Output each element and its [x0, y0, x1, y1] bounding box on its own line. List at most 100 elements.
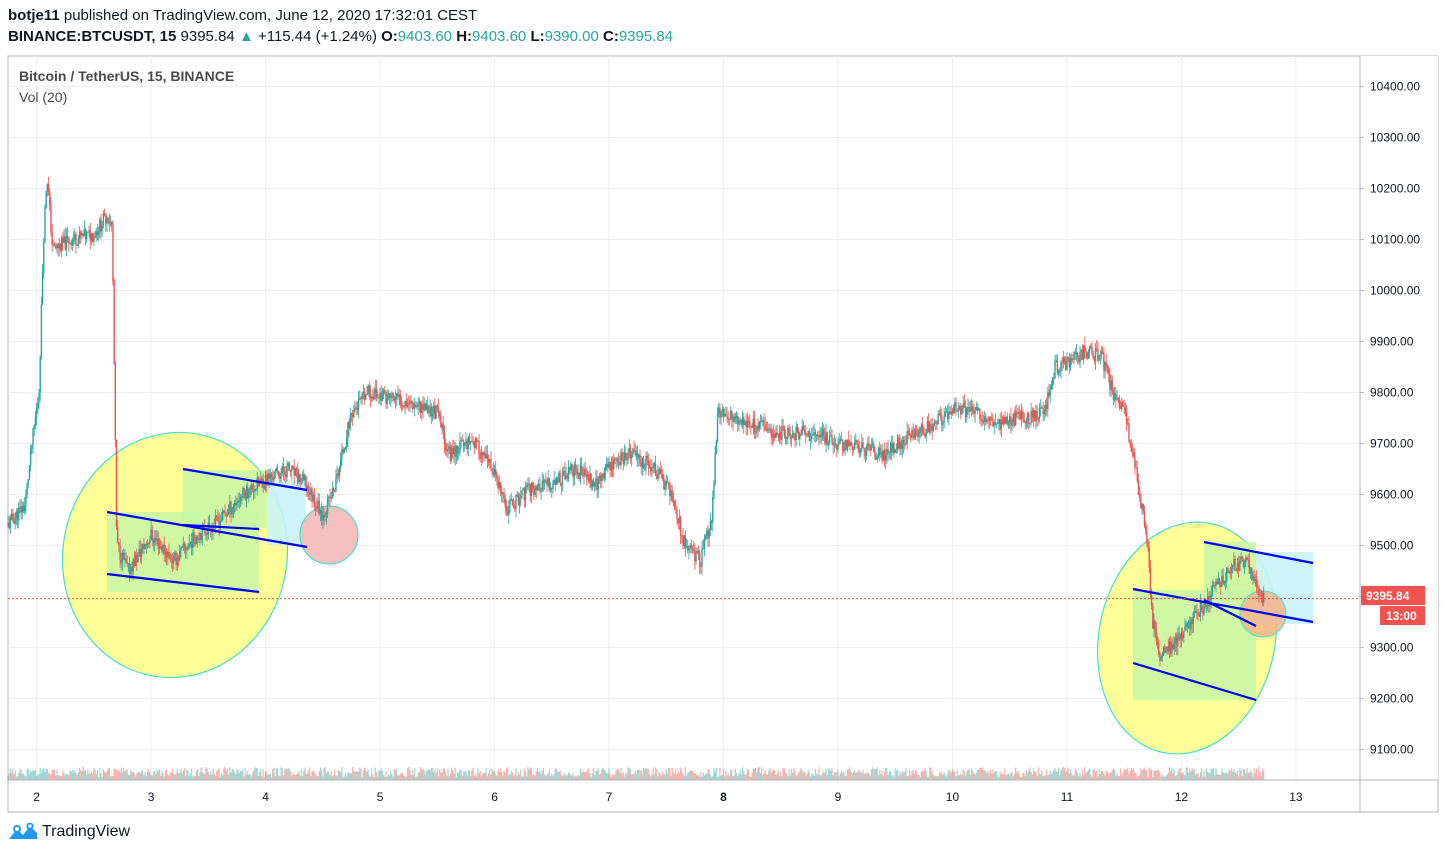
candle-body — [316, 506, 318, 509]
volume-bar — [607, 773, 609, 780]
volume-bar — [969, 774, 971, 780]
author-name[interactable]: botje11 — [8, 7, 60, 24]
volume-bar — [427, 769, 429, 780]
volume-bar — [81, 771, 83, 780]
candle-body — [970, 406, 973, 410]
channel-line-right-4[interactable] — [1203, 599, 1257, 627]
candle-body — [632, 448, 634, 455]
volume-bar — [730, 769, 732, 780]
volume-bar — [1106, 771, 1109, 780]
time-axis[interactable]: 2 3 4 5 6 7 8 9 10 11 12 13 — [33, 790, 1303, 804]
legend-volume[interactable]: Vol (20) — [19, 89, 67, 105]
candle-body — [972, 406, 974, 412]
candle-body — [1222, 575, 1224, 584]
volume-bar — [233, 771, 236, 780]
candle-body — [882, 450, 884, 461]
candle-body — [95, 231, 97, 238]
volume-bar — [902, 772, 905, 780]
candle-body — [1242, 558, 1245, 568]
volume-bar — [761, 767, 763, 780]
volume-bar — [671, 767, 673, 780]
volume-bar — [1215, 768, 1217, 780]
volume-bar — [511, 772, 514, 780]
candle-body — [471, 441, 473, 443]
candle-body — [751, 426, 753, 428]
volume-bar — [923, 771, 925, 780]
volume-bar — [61, 775, 63, 780]
candle-body — [542, 480, 545, 483]
volume-bar — [62, 769, 64, 780]
candle-body — [137, 552, 139, 562]
channel-line-right-2[interactable] — [1132, 661, 1257, 702]
candle-body — [446, 449, 448, 452]
volume-bar — [968, 769, 970, 780]
candle-body — [1124, 406, 1127, 414]
volume-bar — [764, 770, 766, 780]
channel-line-left-1[interactable] — [106, 510, 308, 549]
candle-body — [843, 449, 845, 452]
volume-bar — [424, 774, 426, 780]
volume-bar — [182, 770, 184, 780]
volume-bar — [492, 770, 494, 780]
candle-body — [355, 407, 357, 409]
volume-bar — [1018, 773, 1020, 780]
drawings-front — [106, 467, 1314, 702]
volume-bar — [781, 776, 783, 780]
volume-bar — [829, 768, 831, 780]
volume-bar — [295, 774, 298, 780]
candle-body — [450, 447, 453, 461]
candle-body — [474, 438, 477, 449]
volume-bar — [415, 776, 417, 780]
candle-body — [168, 551, 170, 554]
volume-bar — [943, 771, 945, 780]
candle-body — [1214, 585, 1216, 587]
volume-bar — [1036, 775, 1038, 780]
volume-bar — [425, 770, 428, 780]
volume-bar — [1185, 767, 1187, 780]
candle-body — [1174, 637, 1177, 643]
candle-body — [806, 434, 808, 436]
volume-bar — [1102, 770, 1104, 780]
volume-bar — [1134, 772, 1136, 780]
volume-bar — [8, 773, 10, 780]
tradingview-logo-icon[interactable] — [8, 823, 38, 841]
candle-body — [96, 231, 99, 236]
candle-body — [861, 442, 863, 449]
volume-bar — [1195, 775, 1197, 780]
candle-body — [704, 535, 707, 540]
candle-body — [799, 433, 801, 440]
footer-brand[interactable]: TradingView — [42, 823, 131, 840]
volume-bar — [953, 771, 955, 780]
volume-bar — [524, 771, 527, 780]
channel-line-right-1[interactable] — [1132, 587, 1314, 624]
candle-body — [1103, 353, 1105, 371]
channel-line-right-3[interactable] — [1203, 540, 1314, 565]
candle-body — [1233, 558, 1235, 566]
candle-body — [1197, 613, 1199, 615]
channel-line-left-2[interactable] — [106, 572, 260, 594]
candle-body — [56, 244, 58, 249]
channel-line-left-3[interactable] — [182, 467, 308, 492]
volume-bar — [1034, 772, 1036, 780]
volume-bar — [181, 772, 183, 780]
candle-body — [479, 456, 481, 459]
candle-body — [1260, 595, 1263, 597]
volume-bar — [722, 769, 725, 780]
last-price: 9395.84 — [180, 28, 235, 45]
volume-bar — [1172, 772, 1174, 780]
candle-body — [1184, 626, 1186, 632]
candle-body — [125, 558, 127, 563]
legend-title[interactable]: Bitcoin / TetherUS, 15, BINANCE — [19, 68, 234, 84]
candle-body — [1241, 556, 1243, 559]
candle-body — [1165, 650, 1167, 653]
target-circle-left[interactable] — [299, 505, 359, 565]
volume-bar — [140, 770, 143, 780]
candle-body — [794, 435, 796, 441]
candle-body — [999, 419, 1001, 430]
target-circle-right[interactable] — [1239, 590, 1287, 638]
candle-body — [796, 426, 799, 432]
candle-body — [852, 448, 855, 450]
channel-line-left-4[interactable] — [182, 523, 260, 531]
volume-bar — [498, 771, 500, 780]
